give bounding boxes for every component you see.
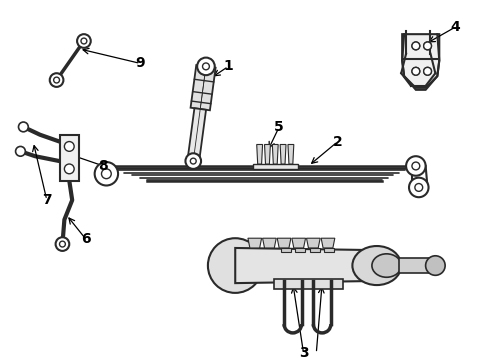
- Polygon shape: [188, 108, 206, 162]
- Circle shape: [412, 67, 420, 75]
- Polygon shape: [263, 238, 276, 248]
- Circle shape: [19, 122, 28, 132]
- Text: 1: 1: [223, 59, 233, 73]
- Polygon shape: [310, 248, 320, 252]
- Polygon shape: [324, 248, 334, 252]
- Polygon shape: [191, 65, 216, 110]
- Circle shape: [55, 237, 69, 251]
- Polygon shape: [295, 248, 305, 252]
- Circle shape: [424, 42, 432, 50]
- Text: 4: 4: [450, 20, 460, 34]
- Circle shape: [412, 42, 420, 50]
- Circle shape: [424, 67, 432, 75]
- Circle shape: [415, 184, 423, 192]
- Polygon shape: [272, 144, 278, 164]
- Circle shape: [77, 34, 91, 48]
- Circle shape: [208, 238, 263, 293]
- Polygon shape: [257, 144, 263, 164]
- Text: 8: 8: [98, 159, 108, 173]
- Circle shape: [64, 164, 74, 174]
- Polygon shape: [277, 238, 291, 248]
- Circle shape: [16, 147, 25, 156]
- Circle shape: [64, 141, 74, 151]
- Polygon shape: [281, 248, 291, 252]
- Circle shape: [95, 162, 118, 185]
- Polygon shape: [59, 135, 79, 181]
- Circle shape: [81, 38, 87, 44]
- Circle shape: [412, 162, 420, 170]
- Circle shape: [412, 42, 420, 50]
- Circle shape: [59, 241, 65, 247]
- Ellipse shape: [372, 254, 401, 277]
- Polygon shape: [402, 34, 439, 90]
- Polygon shape: [321, 238, 335, 248]
- Polygon shape: [399, 258, 436, 273]
- Circle shape: [101, 169, 111, 179]
- Polygon shape: [235, 248, 362, 283]
- Circle shape: [409, 178, 429, 197]
- Circle shape: [185, 153, 201, 169]
- Polygon shape: [253, 164, 298, 169]
- Text: 5: 5: [274, 120, 284, 134]
- Circle shape: [412, 67, 420, 75]
- Circle shape: [424, 67, 432, 75]
- Text: 2: 2: [333, 135, 343, 149]
- Polygon shape: [274, 279, 343, 289]
- Text: 9: 9: [136, 57, 146, 71]
- Circle shape: [50, 73, 63, 87]
- Polygon shape: [265, 144, 270, 164]
- Circle shape: [406, 156, 426, 176]
- Circle shape: [426, 256, 445, 275]
- Circle shape: [424, 42, 432, 50]
- Polygon shape: [292, 238, 306, 248]
- Text: 7: 7: [42, 193, 51, 207]
- Polygon shape: [307, 238, 320, 248]
- Text: 3: 3: [299, 346, 308, 360]
- Polygon shape: [288, 144, 294, 164]
- Polygon shape: [248, 238, 262, 248]
- Circle shape: [202, 63, 209, 70]
- Circle shape: [197, 58, 215, 75]
- Circle shape: [53, 77, 59, 83]
- Polygon shape: [280, 144, 286, 164]
- Ellipse shape: [352, 246, 401, 285]
- Circle shape: [190, 158, 196, 164]
- Text: 6: 6: [81, 232, 91, 246]
